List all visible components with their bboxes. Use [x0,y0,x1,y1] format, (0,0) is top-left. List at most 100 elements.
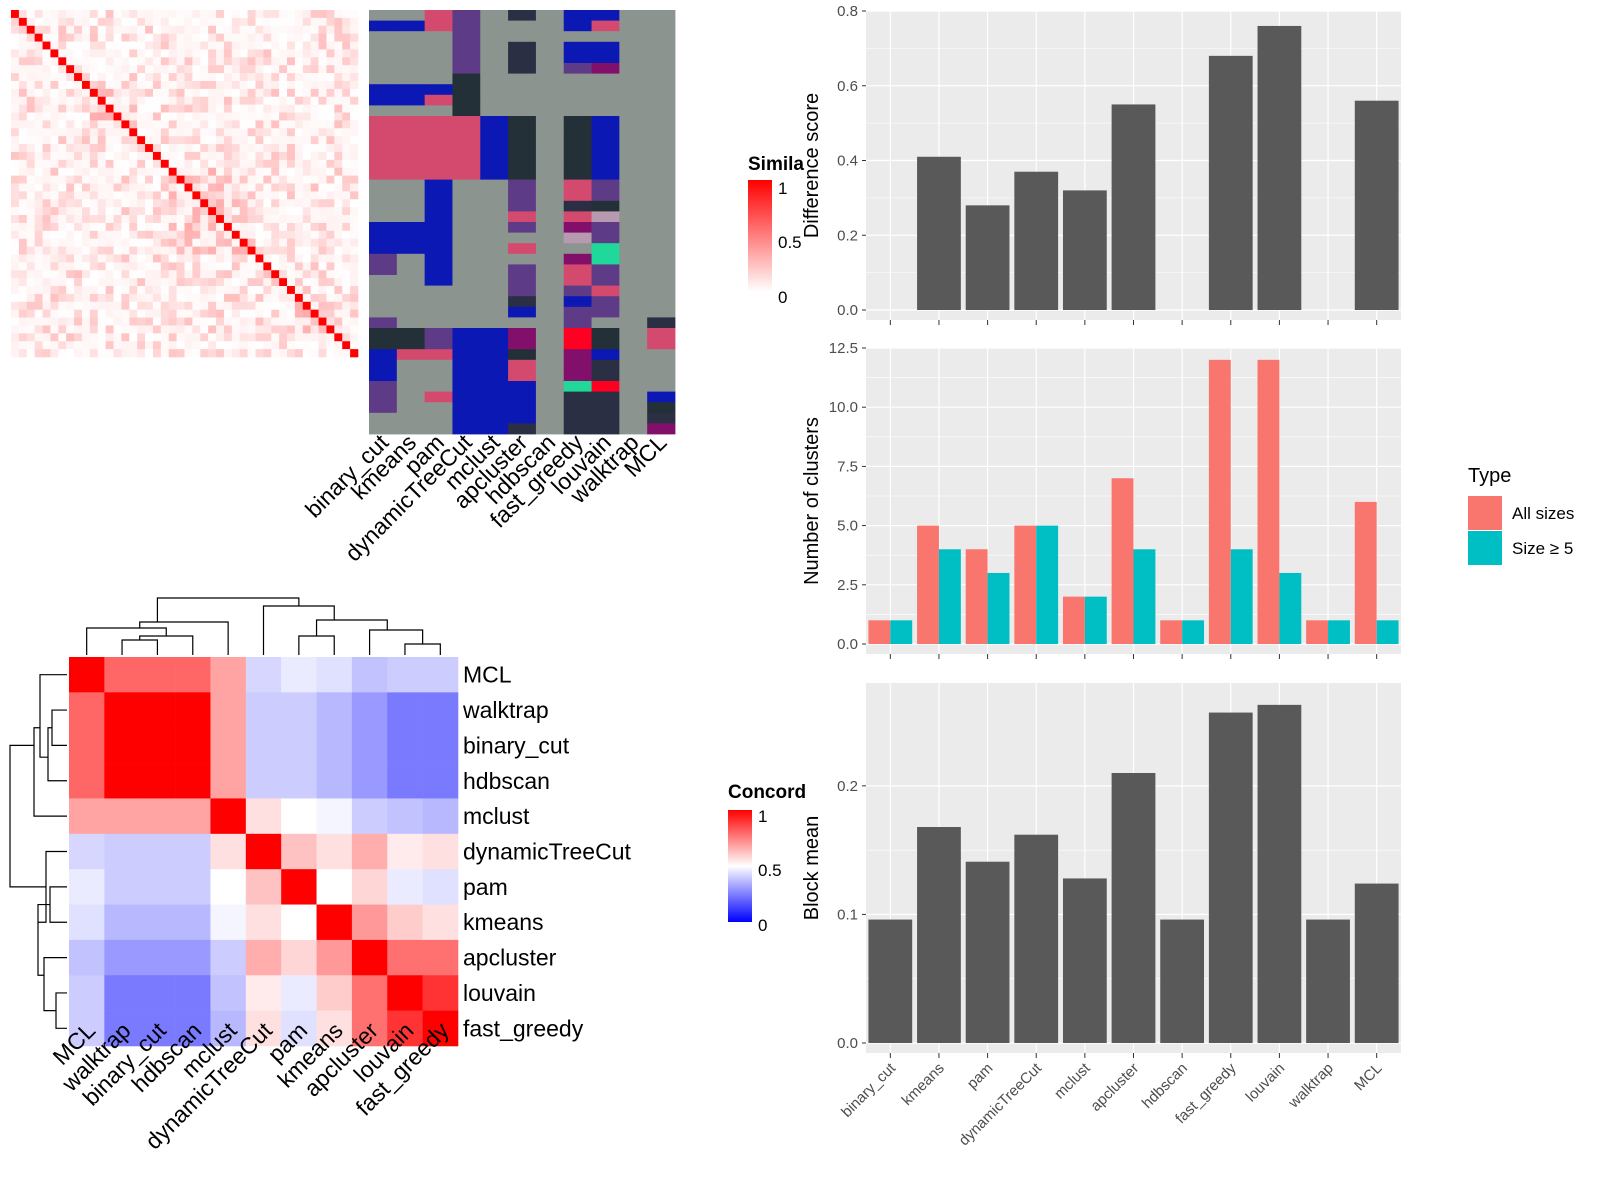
similarity-cell [160,341,170,350]
similarity-cell [145,167,154,176]
similarity-cell [81,17,91,27]
similarity-cell [326,262,335,271]
similarity-cell [18,278,28,287]
similarity-cell [74,80,83,90]
similarity-cell [287,286,296,295]
similarity-cell [342,301,351,310]
similarity-cell [42,175,51,184]
similarity-cell [302,73,311,82]
cluster-cell-kmeans [396,285,426,297]
similarity-cell [74,136,83,145]
similarity-cell [34,175,43,184]
similarity-cell [223,10,233,19]
similarity-cell [192,191,201,200]
cluster-cell-kmeans [396,52,426,64]
similarity-cell [294,293,304,303]
y-tick-label: 10.0 [829,399,858,416]
similarity-cell [318,65,327,74]
cluster-cell-louvain [591,211,620,223]
similarity-cell [58,88,67,98]
similarity-cell [81,333,91,342]
cluster-cell-louvain [591,147,620,159]
similarity-cell [129,57,138,66]
similarity-cell [192,25,201,34]
similarity-cell [145,293,154,303]
similarity-cell [334,349,343,358]
similarity-cell [89,25,99,34]
similarity-cell [223,215,233,224]
similarity-cell [216,49,225,58]
similarity-cell [184,333,193,342]
similarity-cell [318,25,327,34]
similarity-cell [263,183,272,192]
bar [917,827,961,1043]
similarity-cell [11,120,20,129]
similarity-cell [231,278,241,287]
cluster-cell-walktrap [619,169,648,180]
similarity-cell [129,25,138,34]
cluster-cell-dynamicTreeCut [452,359,481,371]
cluster-cell-fast_greedy [563,370,592,382]
similarity-cell [74,230,83,240]
similarity-cell [310,207,319,216]
similarity-cell [334,175,343,184]
similarity-cell [81,207,91,216]
concordance-row-label-fast_greedy: fast_greedy [463,1015,584,1041]
similarity-cell [42,120,51,129]
similarity-cell [168,80,177,90]
similarity-cell [334,246,343,255]
cluster-cell-hdbscan [535,381,565,392]
similarity-cell [231,183,241,192]
similarity-cell [200,167,209,176]
similarity-cell [160,88,170,98]
similarity-cell [302,25,311,34]
similarity-cell [129,88,138,98]
cluster-cell-fast_greedy [563,126,592,138]
similarity-cell [287,238,296,247]
similarity-cell [208,151,217,161]
similarity-cell [318,262,327,271]
similarity-cell [216,159,225,169]
similarity-cell [310,222,319,232]
similarity-cell [200,17,209,27]
similarity-cell [184,349,193,358]
similarity-cell [74,112,83,121]
similarity-cell [137,341,146,350]
cluster-cell-MCL [647,264,676,276]
similarity-cell [42,293,51,303]
similarity-cell [310,183,319,192]
similarity-cell [247,301,256,310]
similarity-cell [200,88,209,98]
concordance-cell [387,869,423,905]
similarity-cell [18,238,28,247]
similarity-cell [287,57,296,66]
similarity-cell [168,17,177,27]
concordance-cell [104,692,141,729]
concordance-cell [387,939,423,976]
similarity-cell [208,207,217,216]
similarity-cell [326,128,335,137]
similarity-cell [160,270,170,279]
similarity-cell [302,10,311,19]
cluster-cell-MCL [647,338,676,350]
similarity-cell [184,222,193,232]
cluster-cell-apcluster [508,94,537,106]
similarity-cell [279,144,288,153]
similarity-cell [263,88,272,98]
similarity-cell [247,230,256,240]
similarity-cell [350,104,359,113]
similarity-cell [129,144,138,153]
similarity-cell [294,112,304,121]
concordance-cell [175,657,211,693]
similarity-cell [81,49,91,58]
similarity-cell [294,104,304,113]
cluster-cell-binary_cut [369,190,398,202]
similarity-cell [129,191,138,200]
similarity-cell [152,65,162,74]
similarity-cell [145,73,154,82]
similarity-cell [34,333,43,342]
similarity-cell [279,317,288,326]
similarity-cell [223,270,233,279]
similarity-cell [208,183,217,192]
similarity-cell [50,293,59,303]
